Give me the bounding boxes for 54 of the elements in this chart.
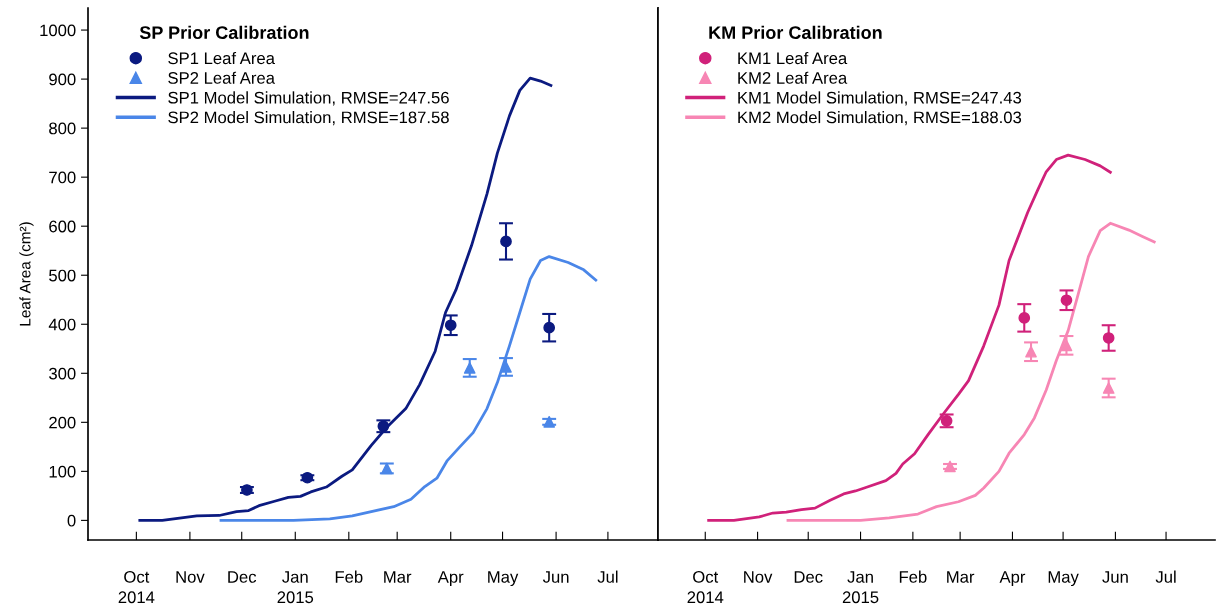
x-tick-label: Jul (1155, 570, 1176, 583)
x-tick-label: May (488, 571, 519, 587)
x-tick-label: Nov (744, 571, 773, 583)
x-tick-label: Apr (999, 571, 1026, 587)
x-tick-label: Jun (542, 571, 569, 583)
y-tick-label: 0 (67, 514, 76, 527)
y-tick-label: 600 (49, 220, 76, 233)
x-tick-label: Feb (899, 570, 927, 583)
point (543, 321, 556, 334)
x-tick-label: Oct 2014 (687, 571, 724, 604)
y-axis-title: Leaf Area (cm²) (19, 222, 34, 326)
point (1060, 339, 1073, 352)
text: KM Prior Calibration (709, 25, 882, 40)
point (1102, 382, 1115, 394)
point (444, 319, 457, 332)
legend-label: SP2 Leaf Area (168, 71, 275, 84)
y-tick-label: 100 (49, 465, 76, 478)
x-tick-label: Mar (384, 571, 412, 583)
x-tick-label: Dec (228, 571, 257, 583)
x-tick-label: Jan 2015 (842, 571, 879, 604)
y-tick-label: 800 (49, 122, 76, 135)
x-tick-label: May (1048, 571, 1079, 587)
y-tick-label: 500 (49, 269, 76, 282)
point (463, 362, 476, 374)
y-tick-label: 300 (49, 367, 76, 380)
legend-label: KM2 Leaf Area (738, 71, 848, 84)
point (1018, 312, 1031, 324)
legend-label: KM1 Model Simulation, RMSE=247.43 (738, 91, 1022, 106)
point (301, 471, 314, 484)
x-tick-label: Dec (794, 571, 823, 583)
x-tick-label: Jun (1102, 571, 1128, 583)
y-tick-label: 400 (48, 318, 76, 331)
point (1102, 332, 1115, 344)
x-tick-label: Jul (597, 570, 618, 583)
point (1060, 294, 1073, 307)
legend-label: KM1 Leaf Area (738, 51, 848, 65)
legend-label: SP2 Model Simulation, RMSE=187.58 (168, 111, 449, 126)
x-tick-label: Jan 2015 (277, 571, 314, 604)
y-tick-label: 700 (49, 171, 76, 184)
x-tick-label: Feb (335, 570, 363, 583)
line-series (219, 255, 598, 522)
x-tick-label: Apr (437, 571, 464, 587)
x-tick-label: Nov (176, 571, 205, 583)
y-tick-label: 900 (49, 73, 76, 86)
y-tick-label: 200 (49, 416, 76, 429)
x-tick-label: Oct 2014 (118, 571, 155, 604)
legend-label: KM2 Model Simulation, RMSE=188.03 (738, 111, 1022, 126)
x-tick-label: Mar (947, 571, 975, 583)
legend-label: SP1 Model Simulation, RMSE=247.56 (168, 91, 449, 106)
y-tick-label: 1000 (40, 24, 76, 37)
point (500, 235, 512, 248)
point (944, 460, 956, 473)
text: SP Prior Calibration (139, 25, 309, 40)
legend-label: SP1 Leaf Area (168, 51, 275, 65)
